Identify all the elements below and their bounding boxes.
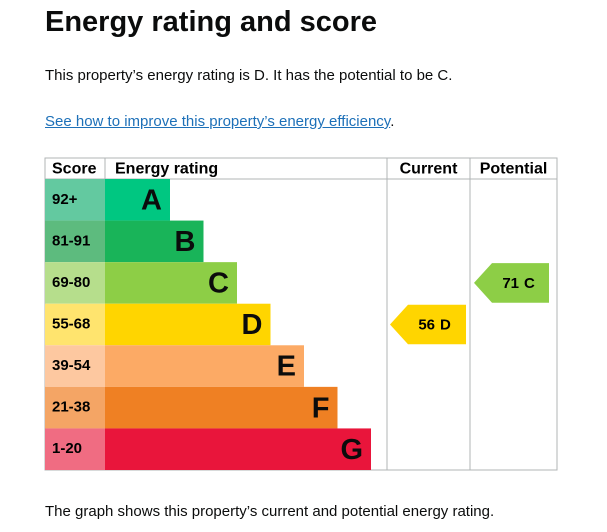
rating-bar bbox=[105, 220, 204, 263]
potential-rating: C bbox=[524, 275, 535, 292]
score-range: 39-54 bbox=[52, 357, 91, 374]
current-arrow bbox=[390, 304, 466, 345]
link-line: See how to improve this property’s energ… bbox=[45, 113, 394, 130]
link-punct: . bbox=[390, 113, 395, 130]
score-range: 69-80 bbox=[52, 274, 90, 291]
current-rating: D bbox=[440, 316, 451, 333]
potential-arrow bbox=[474, 263, 549, 303]
rating-bar bbox=[105, 345, 304, 387]
column-header: Score bbox=[52, 161, 97, 178]
score-range: 55-68 bbox=[52, 315, 90, 332]
rating-bar bbox=[105, 386, 338, 429]
score-cell bbox=[45, 303, 105, 346]
rating-bar bbox=[105, 179, 170, 221]
score-range: 81-91 bbox=[52, 232, 90, 249]
score-range: 1-20 bbox=[52, 440, 82, 457]
column-header: Energy rating bbox=[115, 161, 218, 178]
score-cell bbox=[45, 345, 105, 387]
score-cell bbox=[45, 386, 105, 429]
score-range: 92+ bbox=[52, 191, 78, 208]
rating-bar bbox=[105, 428, 371, 470]
epc-graph: Score Energy rating Current Potential 92+ A 81… bbox=[44, 157, 558, 471]
rating-letter: E bbox=[277, 351, 296, 383]
rating-bar bbox=[105, 262, 237, 304]
score-range: 21-38 bbox=[52, 399, 90, 416]
rating-letter: B bbox=[175, 226, 196, 258]
rating-letter: G bbox=[340, 434, 363, 466]
rating-letter: F bbox=[312, 392, 330, 424]
score-cell bbox=[45, 428, 105, 470]
column-header: Current bbox=[400, 161, 458, 178]
potential-score: 71 bbox=[502, 275, 519, 292]
rating-letter: D bbox=[242, 309, 263, 341]
rating-letter: A bbox=[141, 184, 162, 216]
rating-letter: C bbox=[208, 268, 229, 300]
improve-link[interactable]: See how to improve this property’s energ… bbox=[45, 113, 391, 130]
score-cell bbox=[45, 262, 105, 304]
footer: The graph shows this property’s current … bbox=[45, 503, 495, 520]
intro: This property’s energy rating is D. It h… bbox=[45, 67, 453, 84]
current-score: 56 bbox=[418, 316, 435, 333]
heading: Energy rating and score bbox=[45, 6, 377, 38]
rating-bar bbox=[105, 303, 271, 346]
score-cell bbox=[45, 179, 105, 221]
column-header: Potential bbox=[480, 161, 548, 178]
score-cell bbox=[45, 220, 105, 263]
